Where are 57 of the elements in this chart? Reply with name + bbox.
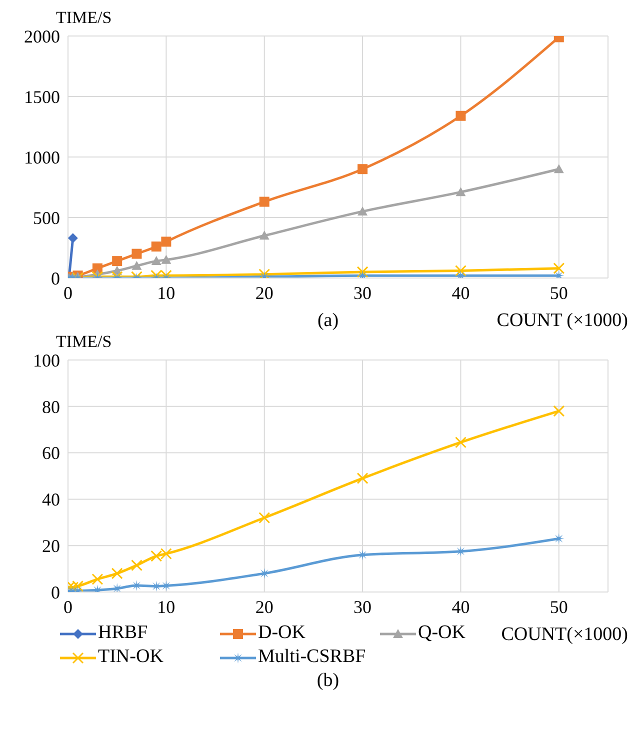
point — [132, 260, 142, 270]
x-tick-label: 20 — [255, 596, 274, 617]
y-tick-label: 60 — [42, 443, 60, 464]
y-tick-label: 20 — [42, 536, 60, 556]
point — [132, 248, 142, 259]
point — [151, 242, 162, 252]
y-tick-label: 1000 — [24, 147, 60, 168]
y-tick-label: 500 — [33, 208, 60, 228]
point — [130, 560, 142, 572]
text: (b) — [316, 670, 340, 692]
point — [151, 256, 162, 266]
point — [161, 254, 172, 264]
point — [554, 164, 564, 174]
point — [454, 436, 466, 448]
y-tick-label: 2000 — [24, 26, 60, 46]
point — [68, 233, 78, 244]
x-tick-label: 10 — [157, 596, 176, 617]
x-tick-label: 50 — [550, 282, 568, 303]
point — [161, 236, 172, 247]
y-tick-label: 0 — [51, 268, 60, 288]
y-tick-label: 40 — [42, 490, 60, 510]
point — [356, 472, 368, 484]
point — [358, 164, 368, 174]
legend-label: D-OK — [257, 622, 306, 644]
point — [111, 568, 123, 580]
text: (a) — [317, 310, 339, 331]
point — [258, 512, 270, 524]
point — [259, 196, 270, 207]
y-tick-label: 100 — [33, 350, 60, 370]
y-tick-label: 1500 — [24, 86, 60, 107]
legend-label: Multi-CSRBF — [257, 646, 367, 668]
point — [456, 187, 466, 196]
legend-label: Q-OK — [418, 622, 466, 643]
x-tick-label: 30 — [354, 282, 372, 303]
legend-label: TIN-OK — [97, 646, 164, 668]
point — [456, 110, 466, 121]
point — [454, 264, 466, 276]
x-tick-label: 40 — [452, 596, 470, 617]
x-tick-label: 40 — [452, 282, 470, 303]
point — [72, 580, 84, 592]
x-axis-title: COUNT (×1000) — [496, 310, 628, 332]
point — [553, 405, 565, 417]
legend-label: HRBF — [97, 622, 149, 644]
x-tick-label: 50 — [550, 596, 568, 617]
point — [92, 573, 104, 585]
y-tick-label: 0 — [51, 582, 60, 602]
y-axis-title: TIME/S — [56, 8, 112, 28]
y-tick-label: 80 — [42, 396, 60, 417]
x-tick-label: 20 — [255, 282, 274, 303]
x-tick-label: 10 — [157, 282, 176, 303]
x-tick-label: 30 — [354, 596, 372, 617]
x-axis-title: COUNT(×1000) — [501, 624, 628, 646]
point — [259, 230, 270, 240]
point — [358, 206, 368, 216]
x-tick-label: 0 — [64, 596, 72, 617]
y-axis-title: TIME/S — [56, 332, 112, 352]
x-tick-label: 0 — [64, 282, 72, 303]
